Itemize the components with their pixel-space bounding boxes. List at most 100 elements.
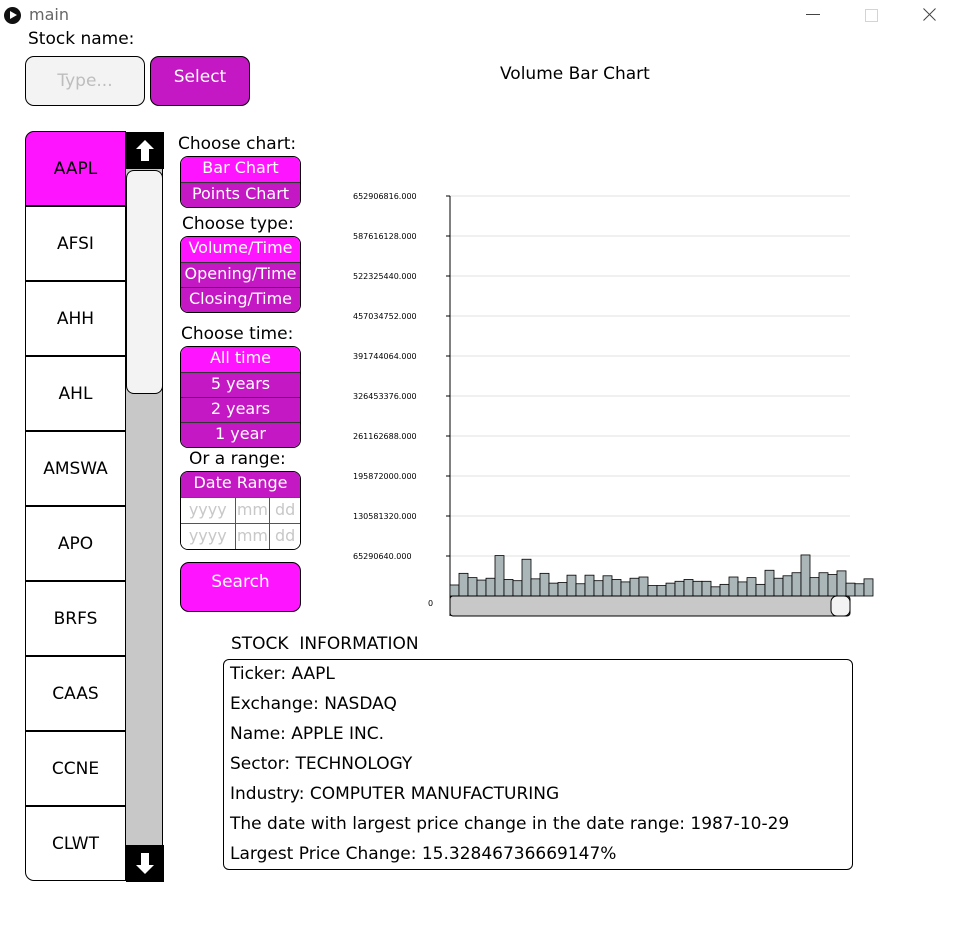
bar <box>620 581 631 597</box>
stock-name-label: Stock name: <box>28 29 135 49</box>
bar <box>584 574 595 597</box>
y-tick-label: 652906816.000 <box>353 192 417 201</box>
bar <box>530 578 541 597</box>
info-line: Largest Price Change: 15.32846736669147% <box>230 844 617 864</box>
bar <box>602 575 613 597</box>
bar <box>845 582 856 597</box>
start-month-input[interactable]: mm <box>236 498 271 523</box>
chart-option-group: Bar Chart Points Chart <box>180 156 301 208</box>
bar <box>782 575 793 597</box>
option-points-chart[interactable]: Points Chart <box>181 182 300 207</box>
select-button[interactable]: Select <box>150 56 250 106</box>
bar <box>449 584 460 597</box>
chart-title: Volume Bar Chart <box>500 64 650 84</box>
bar <box>809 577 820 597</box>
ticker-item-ccne[interactable]: CCNE <box>25 731 126 806</box>
bar <box>836 570 847 597</box>
ticker-item-brfs[interactable]: BRFS <box>25 581 126 656</box>
bar <box>458 572 469 597</box>
option-5-years[interactable]: 5 years <box>181 372 300 397</box>
ticker-item-aapl[interactable]: AAPL <box>25 131 126 206</box>
bar <box>728 576 739 597</box>
bar <box>467 577 478 597</box>
bar <box>719 583 730 597</box>
chart-scrollbar <box>449 595 851 617</box>
start-day-input[interactable]: dd <box>274 500 296 519</box>
choose-chart-label: Choose chart: <box>178 134 297 154</box>
bar <box>566 574 577 597</box>
info-line: Sector: TECHNOLOGY <box>230 754 413 774</box>
bar <box>548 582 559 597</box>
bar <box>593 580 604 597</box>
date-range-group: Date Range yyyy mm dd yyyy mm dd <box>180 471 301 550</box>
bar <box>773 577 784 597</box>
option-2-years[interactable]: 2 years <box>181 397 300 422</box>
ticker-item-afsi[interactable]: AFSI <box>25 206 126 281</box>
y-tick-label: 65290640.000 <box>353 552 412 561</box>
bar <box>611 579 622 597</box>
bar <box>800 554 811 597</box>
scroll-down-icon[interactable] <box>126 845 164 882</box>
ticker-item-caas[interactable]: CAAS <box>25 656 126 731</box>
y-tick-label: 457034752.000 <box>353 312 417 321</box>
bar <box>710 586 721 597</box>
end-month-input[interactable]: mm <box>236 524 271 549</box>
ticker-item-apo[interactable]: APO <box>25 506 126 581</box>
window-title: main <box>29 5 69 24</box>
bar <box>485 577 496 597</box>
bar <box>755 583 766 597</box>
y-tick-label: 0 <box>428 599 433 608</box>
date-range-start: yyyy mm dd <box>181 497 300 523</box>
bar <box>476 579 487 597</box>
bar <box>638 576 649 597</box>
bar <box>818 572 829 597</box>
bar <box>701 580 712 597</box>
y-tick-label: 391744064.000 <box>353 352 417 361</box>
option-1-year[interactable]: 1 year <box>181 422 300 447</box>
volume-bar-chart: 65290640.000 130581320.000 195872000.000 26… <box>353 192 874 617</box>
scroll-up-icon[interactable] <box>126 132 164 169</box>
bar <box>683 579 694 597</box>
info-title: STOCK INFORMATION <box>231 634 419 654</box>
info-box <box>223 659 853 870</box>
ticker-item-clwt[interactable]: CLWT <box>25 806 126 881</box>
option-bar-chart[interactable]: Bar Chart <box>181 157 300 182</box>
bar <box>629 577 640 597</box>
y-tick-label: 261162688.000 <box>353 432 417 441</box>
stock-name-input[interactable] <box>25 56 145 106</box>
bar <box>656 585 667 597</box>
ticker-item-ahl[interactable]: AHL <box>25 356 126 431</box>
search-button[interactable]: Search <box>180 562 301 612</box>
ticker-item-ahh[interactable]: AHH <box>25 281 126 356</box>
bar <box>494 555 505 597</box>
maximize-icon[interactable] <box>857 3 885 27</box>
info-line: Name: APPLE INC. <box>230 724 385 744</box>
bar <box>827 574 838 597</box>
info-line: Exchange: NASDAQ <box>230 694 397 714</box>
end-year-input[interactable]: yyyy <box>181 524 236 549</box>
y-tick-label: 522325440.000 <box>353 272 417 281</box>
bar <box>575 583 586 597</box>
close-icon[interactable] <box>916 3 944 27</box>
date-range-end: yyyy mm dd <box>181 523 300 549</box>
bar <box>791 572 802 597</box>
time-option-group: All time 5 years 2 years 1 year <box>180 346 301 448</box>
bar <box>692 580 703 597</box>
bar <box>521 558 532 597</box>
bar <box>854 583 865 597</box>
end-day-input[interactable]: dd <box>274 526 296 545</box>
bar <box>737 581 748 597</box>
option-all-time[interactable]: All time <box>181 347 300 372</box>
option-opening-time[interactable]: Opening/Time <box>181 262 300 287</box>
option-volume-time[interactable]: Volume/Time <box>181 237 300 262</box>
info-line: Industry: COMPUTER MANUFACTURING <box>230 784 560 804</box>
ticker-item-amswa[interactable]: AMSWA <box>25 431 126 506</box>
range-label: Or a range: <box>189 449 286 469</box>
option-closing-time[interactable]: Closing/Time <box>181 287 300 312</box>
y-tick-label: 195872000.000 <box>353 472 417 481</box>
scrollbar-thumb[interactable] <box>126 170 163 394</box>
minimize-icon[interactable] <box>799 3 827 27</box>
play-circle-icon <box>4 7 21 24</box>
start-year-input[interactable]: yyyy <box>181 498 236 523</box>
bar <box>746 577 757 597</box>
